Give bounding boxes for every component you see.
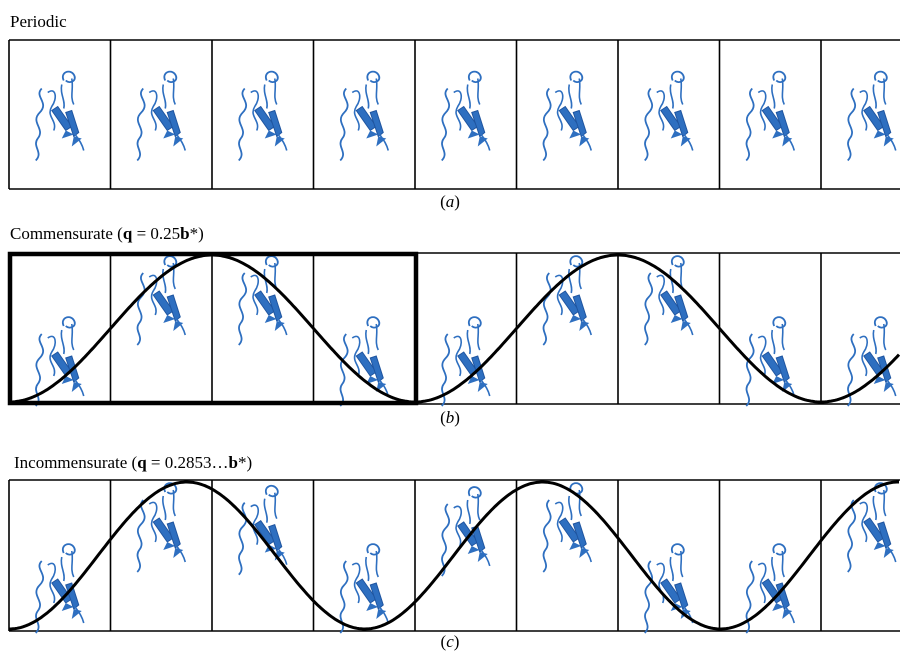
panel-b-title-suffix: *) <box>189 224 204 243</box>
protein-molecule-icon <box>136 482 187 573</box>
panel-b-title: Commensurate (q = 0.25b*) <box>10 224 204 244</box>
protein-molecule-icon <box>136 255 187 346</box>
protein-molecule-icon <box>643 543 694 634</box>
protein-molecule-icon <box>237 255 288 346</box>
panel-c-caption: (c) <box>440 632 460 651</box>
protein-molecule-icon <box>745 70 796 162</box>
modulation-wave <box>9 480 899 631</box>
protein-molecule-icon <box>542 482 593 573</box>
panel-a <box>8 39 900 190</box>
panel-a-title: Periodic <box>10 12 67 32</box>
protein-molecule-icon <box>542 70 593 162</box>
protein-molecule-icon <box>643 70 694 162</box>
panel-b <box>7 251 900 407</box>
panel-c <box>8 479 900 634</box>
panel-a-caption: (a) <box>440 192 460 211</box>
protein-molecule-icon <box>846 70 897 162</box>
panel-c-title: Incommensurate (q = 0.2853…b*) <box>14 453 252 473</box>
panel-c-title-q: q <box>137 453 147 472</box>
panel-a-title-text: Periodic <box>10 12 67 31</box>
protein-molecule-icon <box>34 543 85 634</box>
panel-b-title-mid: = 0.25 <box>132 224 181 243</box>
panel-b-title-b: b <box>180 224 190 243</box>
panel-c-title-b: b <box>228 453 238 472</box>
panel-b-title-prefix: Commensurate ( <box>10 224 123 243</box>
protein-molecule-icon <box>846 482 897 573</box>
protein-molecule-icon <box>136 70 187 162</box>
modulation-wave <box>9 253 900 404</box>
panel-b-caption: (b) <box>440 408 460 427</box>
panel-a-caption-label: a <box>445 192 455 211</box>
protein-molecule-icon <box>440 70 491 162</box>
protein-molecule-icon <box>339 543 390 634</box>
protein-molecule-icon <box>339 70 390 162</box>
panel-b-title-q: q <box>122 224 133 243</box>
panel-c-title-prefix: Incommensurate ( <box>14 453 138 472</box>
protein-molecule-icon <box>237 70 288 162</box>
protein-molecule-icon <box>542 255 593 346</box>
protein-molecule-icon <box>643 255 694 346</box>
panel-b-caption-label: b <box>445 408 455 427</box>
panel-c-caption-label: c <box>446 632 454 651</box>
protein-molecule-icon <box>745 543 796 634</box>
panel-c-title-suffix: *) <box>237 453 253 472</box>
protein-molecule-icon <box>34 70 85 162</box>
panel-c-title-mid: = 0.2853… <box>146 453 229 472</box>
